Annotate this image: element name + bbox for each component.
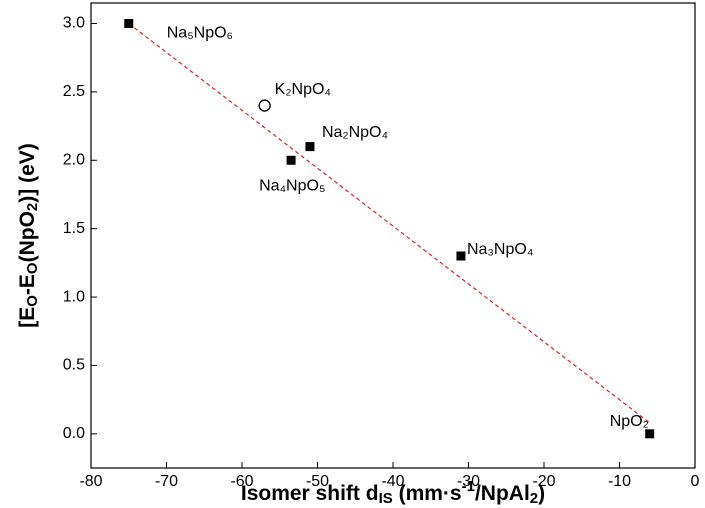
plot-frame (90, 2, 696, 469)
x-axis-label: Isomer shift dIS (mm·s-1/NpAl2) (241, 478, 545, 507)
y-tick-label: 3.0 (63, 15, 85, 32)
label-part: )] (eV) (16, 143, 39, 203)
x-tick-label: -60 (230, 473, 253, 490)
label-part: -1 (462, 478, 475, 495)
point-label: K₂NpO₄ (275, 81, 331, 98)
x-tick-label: -30 (457, 473, 480, 490)
x-tick-label: -40 (381, 473, 404, 490)
data-point (124, 19, 134, 29)
label-part: 2 (24, 203, 41, 211)
y-tick-label: 2.5 (63, 83, 85, 100)
y-tick-label: 0.5 (63, 357, 85, 374)
point-label: Na₄NpO₅ (259, 177, 325, 194)
label-part: IS (379, 490, 393, 507)
point-label: Na₂NpO₄ (322, 124, 388, 141)
x-tick-label: -70 (155, 473, 178, 490)
label-part: /NpAl (475, 482, 530, 505)
data-point (645, 429, 655, 439)
y-tick-label: 0.0 (63, 425, 85, 442)
label-part: ) (538, 482, 545, 505)
label-part: (mm·s (393, 482, 462, 505)
data-point (258, 99, 271, 112)
data-point (305, 142, 315, 152)
data-point (456, 251, 466, 261)
label-part: Isomer shift d (241, 482, 379, 505)
y-axis-label: [EO-EO(NpO2)] (eV) (16, 143, 42, 328)
fit-line (128, 23, 651, 424)
y-tick-label: 1.0 (63, 288, 85, 305)
x-tick-label: -10 (608, 473, 631, 490)
label-part: 2 (530, 490, 538, 507)
point-label: Na₅NpO₆ (167, 25, 233, 42)
x-tick-label: 0 (691, 473, 700, 490)
x-tick-label: -80 (79, 473, 102, 490)
y-tick-label: 1.5 (63, 220, 85, 237)
label-part: O (24, 295, 41, 307)
data-point (286, 155, 296, 165)
x-tick-label: -50 (306, 473, 329, 490)
label-part: -E (16, 274, 39, 295)
point-label: Na₃NpO₄ (467, 241, 533, 258)
label-part: (NpO (16, 211, 39, 262)
label-part: [E (16, 307, 39, 328)
x-tick-label: -20 (532, 473, 555, 490)
y-tick-label: 2.0 (63, 151, 85, 168)
label-part: O (24, 262, 41, 274)
point-label: NpO₂ (610, 413, 649, 430)
